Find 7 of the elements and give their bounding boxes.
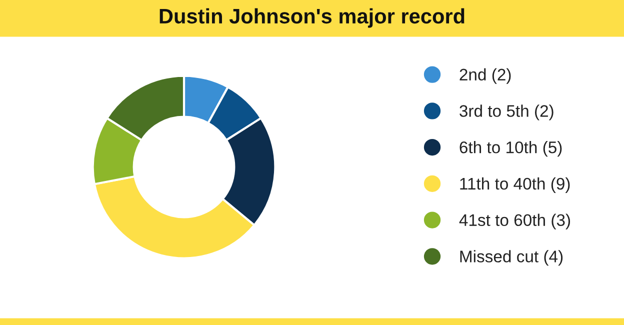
- legend-label: 11th to 40th (9): [460, 177, 570, 193]
- legend-label: 3rd to 5th (2): [460, 104, 554, 120]
- legend-label: Missed cut (4): [460, 250, 563, 266]
- legend-label: 2nd (2): [460, 68, 511, 84]
- legend-label: 6th to 10th (5): [460, 141, 562, 157]
- legend-label: 41st to 60th (3): [459, 214, 570, 230]
- chart-title: Dustin Johnson's major record: [160, 8, 464, 28]
